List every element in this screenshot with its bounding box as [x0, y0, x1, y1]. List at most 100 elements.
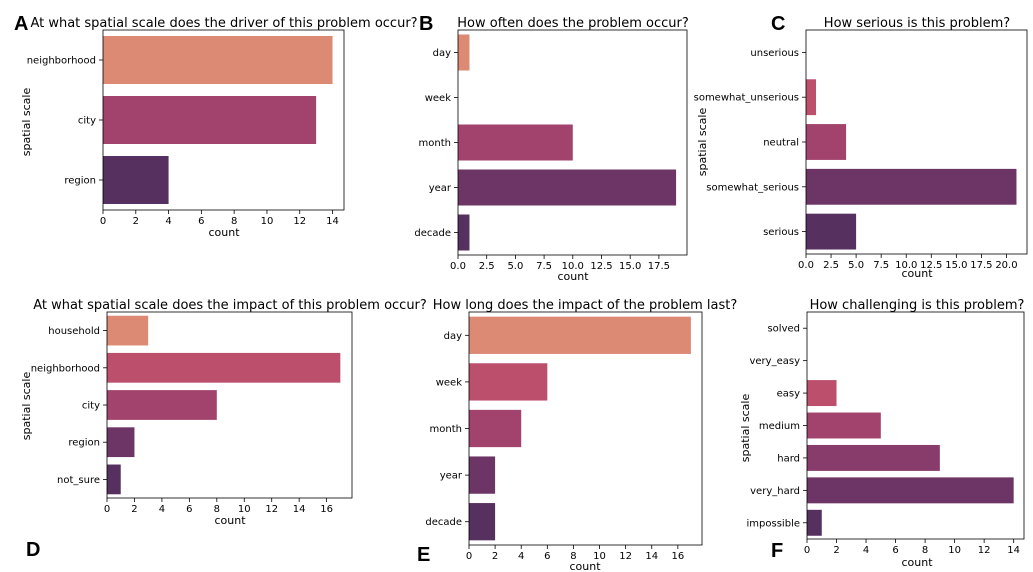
bar-d-neighborhood [107, 352, 341, 383]
x-tick-label-d: 14 [293, 504, 306, 515]
bar-f-easy [807, 380, 837, 407]
x-tick-label-f: 2 [833, 545, 839, 556]
x-tick-label-c: 20.0 [995, 260, 1017, 271]
y-tick-label-a: neighborhood [27, 56, 96, 67]
x-tick-label-d: 16 [320, 504, 333, 515]
x-tick-label-d: 10 [238, 504, 251, 515]
bar-b-year [458, 169, 677, 206]
y-tick-label-b: day [433, 48, 451, 59]
bar-a-region [103, 156, 169, 204]
bar-f-hard [807, 444, 940, 471]
axes-frame-e [468, 311, 703, 546]
x-tick-label-b: 15.0 [619, 261, 641, 272]
x-tick-label-f: 14 [1007, 545, 1020, 556]
axes-frame-a [102, 29, 345, 211]
y-tick-label-c: somewhat_unserious [694, 93, 799, 104]
x-tick-label-a: 10 [261, 216, 274, 227]
bar-a-neighborhood [103, 36, 333, 84]
x-tick-label-d: 4 [159, 504, 165, 515]
x-tick-label-a: 14 [326, 216, 339, 227]
x-tick-label-e: 6 [544, 551, 550, 562]
y-tick-label-c: neutral [763, 138, 799, 149]
bar-c-serious [806, 213, 857, 250]
x-tick-label-c: 12.5 [920, 260, 942, 271]
bar-b-day [458, 34, 470, 71]
y-tick-label-d: city [82, 401, 100, 412]
chart-title-c: How serious is this problem? [824, 16, 1010, 31]
panel-letter-b: B [419, 13, 433, 35]
x-tick-label-e: 0 [466, 551, 472, 562]
y-tick-label-e: month [430, 424, 462, 435]
bar-d-city [107, 390, 217, 420]
x-tick-label-a: 12 [293, 216, 306, 227]
y-tick-label-a: region [64, 176, 96, 187]
x-tick-label-f: 8 [922, 545, 928, 556]
bar-e-week [469, 363, 548, 401]
x-tick-label-c: 5.0 [848, 260, 864, 271]
x-tick-label-a: 6 [198, 216, 204, 227]
x-axis-label-b: count [557, 270, 589, 283]
bar-e-year [469, 456, 496, 494]
x-tick-label-d: 8 [214, 504, 220, 515]
x-axis-label-a: count [208, 226, 240, 239]
panel-e: E How long does the impact of the proble… [417, 298, 737, 572]
x-tick-label-e: 2 [492, 551, 498, 562]
y-axis-label-d: spatial scale [20, 372, 33, 441]
x-tick-label-f: 0 [804, 545, 810, 556]
y-tick-label-f: solved [767, 324, 800, 335]
y-tick-label-d: not_sure [57, 475, 100, 486]
y-tick-label-e: week [436, 377, 462, 388]
bar-a-city [103, 96, 317, 144]
y-tick-label-e: decade [425, 517, 462, 528]
axes-frame-f [806, 311, 1025, 540]
panel-letter-e: E [417, 544, 430, 566]
x-tick-label-b: 5.0 [507, 261, 523, 272]
bar-f-medium [807, 412, 881, 439]
chart-title-e: How long does the impact of the problem … [433, 298, 738, 313]
bar-d-household [107, 315, 149, 346]
x-tick-label-c: 15.0 [945, 260, 967, 271]
x-tick-label-e: 4 [518, 551, 524, 562]
y-tick-label-f: easy [777, 389, 800, 400]
x-tick-label-b: 2.5 [479, 261, 495, 272]
x-axis-label-c: count [901, 267, 933, 280]
x-tick-label-a: 4 [165, 216, 171, 227]
plot-area-e: day week month year decade 0 2 4 6 8 10 12 14 16 [425, 311, 703, 562]
x-tick-label-e: 10 [593, 551, 606, 562]
plot-area-b: day week month year decade 0.0 2.5 5.0 7.5 10.0 12… [414, 29, 688, 272]
panel-a: A At what spatial scale does the driver … [14, 13, 418, 239]
x-axis-label-f: count [901, 556, 933, 569]
y-tick-label-a: city [78, 116, 96, 127]
x-tick-label-d: 12 [265, 504, 278, 515]
chart-title-b: How often does the problem occur? [457, 16, 689, 31]
panel-f: F How challenging is this problem? count… [739, 298, 1024, 569]
axes-frame-c [805, 29, 1028, 255]
y-tick-label-e: year [440, 471, 463, 482]
x-tick-label-c: 10.0 [895, 260, 917, 271]
y-tick-label-c: unserious [750, 48, 799, 59]
axes-frame-d [106, 311, 353, 499]
y-tick-label-f: medium [759, 421, 800, 432]
bar-b-decade [458, 214, 470, 251]
chart-title-f: How challenging is this problem? [810, 298, 1025, 313]
x-axis-label-d: count [214, 514, 246, 527]
y-tick-label-d: neighborhood [31, 363, 100, 374]
x-tick-label-c: 0.0 [798, 260, 814, 271]
panel-letter-a: A [14, 13, 28, 35]
panel-d: D At what spatial scale does the impact … [20, 298, 427, 561]
x-tick-label-b: 7.5 [536, 261, 552, 272]
x-tick-label-b: 17.5 [648, 261, 670, 272]
x-tick-label-f: 6 [892, 545, 898, 556]
plot-area-d: household neighborhood city region not_sure 0… [31, 311, 353, 515]
y-tick-label-f: very_easy [749, 356, 800, 367]
x-tick-label-e: 8 [570, 551, 576, 562]
x-tick-label-b: 0.0 [450, 261, 466, 272]
y-tick-label-e: day [444, 331, 462, 342]
x-tick-label-d: 6 [186, 504, 192, 515]
x-tick-label-e: 12 [619, 551, 632, 562]
x-tick-label-c: 7.5 [873, 260, 889, 271]
x-tick-label-f: 4 [863, 545, 869, 556]
x-axis-label-e: count [569, 560, 601, 572]
